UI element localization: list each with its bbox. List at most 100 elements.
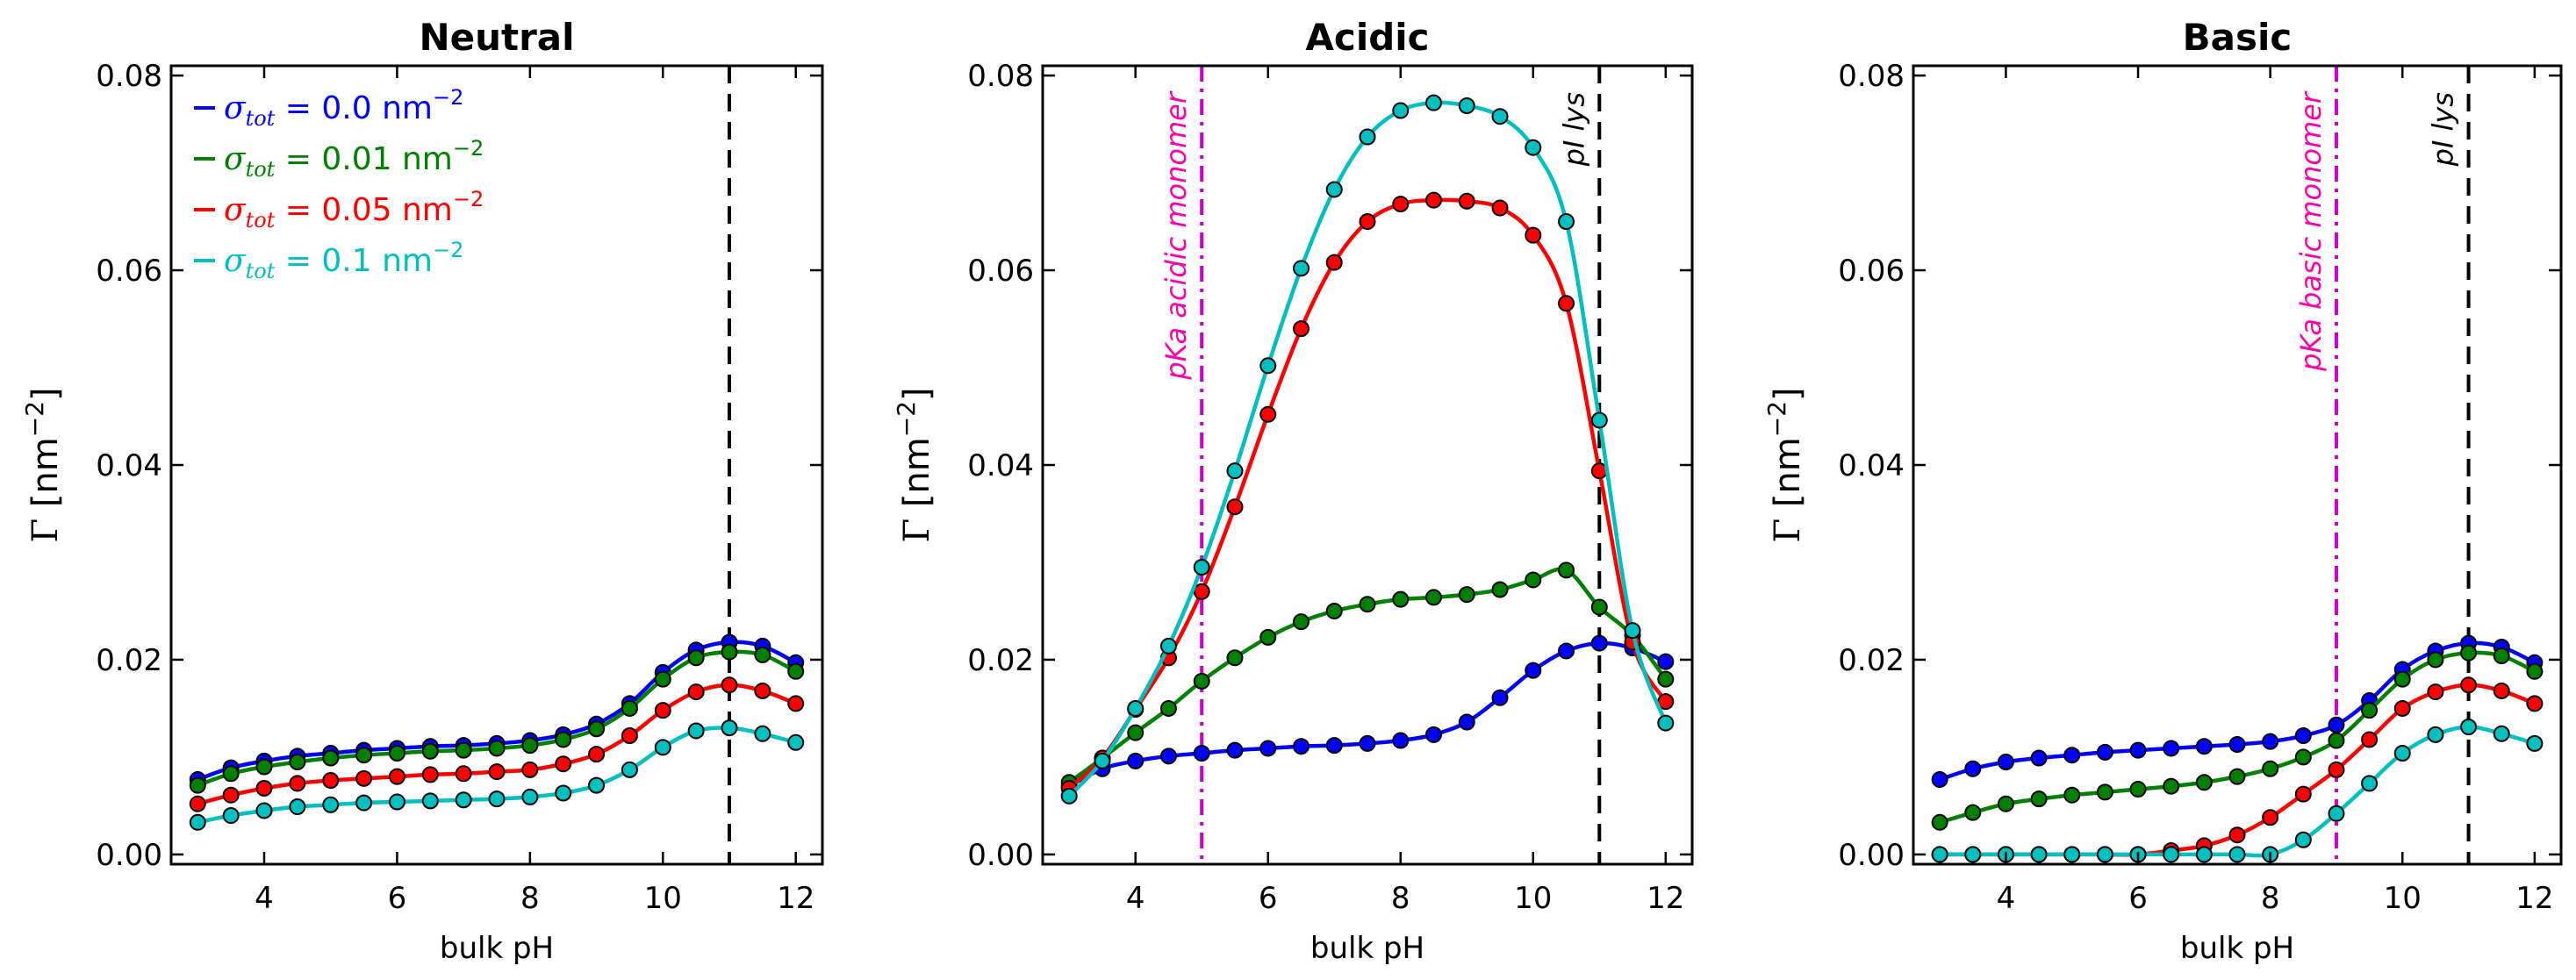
data-point bbox=[1193, 672, 1210, 690]
data-point bbox=[2427, 726, 2444, 743]
data-point bbox=[2427, 683, 2444, 701]
data-point bbox=[2262, 809, 2279, 826]
y-tick-label: 0.00 bbox=[1838, 838, 1905, 873]
data-point bbox=[2262, 760, 2279, 777]
data-point bbox=[2228, 768, 2246, 785]
pka-label: pKa acidic monomer bbox=[1159, 90, 1193, 380]
data-point bbox=[1931, 770, 1948, 788]
data-point bbox=[787, 662, 805, 680]
legend-label: σtot = 0.01 nm−2 bbox=[224, 136, 484, 182]
data-point bbox=[1127, 699, 1144, 717]
panel-title: Neutral bbox=[419, 16, 574, 59]
data-point bbox=[355, 769, 373, 787]
data-point bbox=[2460, 719, 2478, 736]
data-point bbox=[588, 776, 606, 794]
data-point bbox=[2195, 774, 2213, 791]
data-point bbox=[1425, 191, 1443, 209]
data-point bbox=[322, 796, 340, 813]
legend-label: σtot = 0.1 nm−2 bbox=[224, 238, 463, 283]
data-point bbox=[2460, 676, 2478, 694]
data-point bbox=[1259, 357, 1277, 375]
data-point bbox=[1193, 583, 1210, 600]
data-point bbox=[2393, 744, 2411, 762]
x-tick-label: 8 bbox=[520, 881, 540, 916]
data-point bbox=[1193, 559, 1210, 576]
data-point bbox=[1558, 213, 1575, 231]
data-point bbox=[2526, 695, 2544, 712]
data-point bbox=[1392, 590, 1410, 608]
y-tick-label: 0.04 bbox=[1838, 448, 1905, 483]
data-point bbox=[1425, 589, 1443, 606]
legend-item: σtot = 0.01 nm−2 bbox=[194, 136, 484, 182]
y-tick-label: 0.00 bbox=[967, 838, 1034, 873]
data-point bbox=[521, 788, 539, 805]
data-point bbox=[588, 720, 606, 738]
legend-item: σtot = 0.0 nm−2 bbox=[194, 85, 463, 131]
x-tick-label: 8 bbox=[1391, 881, 1410, 916]
data-point bbox=[421, 792, 439, 810]
x-tick-label: 6 bbox=[1259, 881, 1278, 916]
y-tick-label: 0.02 bbox=[96, 643, 162, 678]
data-point bbox=[1259, 740, 1277, 757]
data-point bbox=[1590, 411, 1608, 429]
data-point bbox=[2328, 716, 2345, 733]
data-point bbox=[1259, 405, 1277, 423]
data-point bbox=[222, 807, 240, 825]
data-point bbox=[1458, 586, 1475, 604]
data-point bbox=[2294, 727, 2312, 745]
data-point bbox=[621, 761, 638, 778]
data-point bbox=[2030, 790, 2048, 808]
data-point bbox=[1458, 192, 1475, 210]
data-point bbox=[289, 798, 306, 816]
series-line-3 bbox=[1067, 100, 1668, 798]
panel-title: Basic bbox=[2183, 16, 2293, 59]
data-point bbox=[721, 719, 738, 737]
data-point bbox=[1590, 634, 1608, 652]
data-point bbox=[2328, 805, 2345, 822]
y-tick-label: 0.06 bbox=[1838, 254, 1905, 289]
panel-neutral: Neutral 4 6 8 10 12 0.00 0.02 0.04 0.06 0.08 bulk p… bbox=[20, 16, 824, 966]
data-point bbox=[1491, 689, 1509, 706]
data-point bbox=[1226, 649, 1244, 667]
data-point bbox=[1657, 670, 1675, 688]
data-point bbox=[2063, 747, 2081, 764]
data-point bbox=[488, 790, 506, 808]
data-point bbox=[1458, 713, 1475, 731]
data-point bbox=[1491, 581, 1509, 598]
data-point bbox=[2294, 748, 2312, 766]
y-axis-label: Γ [nm−2] bbox=[892, 387, 937, 542]
data-point bbox=[1624, 622, 1641, 640]
legend-label: σtot = 0.05 nm−2 bbox=[224, 187, 484, 232]
x-axis-label: bulk pH bbox=[1310, 931, 1424, 966]
series-line-0 bbox=[1939, 640, 2536, 782]
data-point bbox=[222, 786, 240, 804]
data-point bbox=[2129, 781, 2147, 798]
data-point bbox=[2262, 733, 2279, 750]
data-point bbox=[421, 766, 439, 783]
data-point bbox=[222, 765, 240, 783]
data-point bbox=[2493, 647, 2510, 665]
data-point bbox=[1259, 628, 1277, 646]
data-point bbox=[787, 695, 805, 712]
data-point bbox=[2361, 775, 2379, 792]
data-point bbox=[1657, 714, 1675, 732]
x-tick-label: 6 bbox=[2128, 881, 2148, 916]
data-point bbox=[322, 772, 340, 790]
data-point bbox=[2228, 826, 2246, 844]
data-point bbox=[1359, 596, 1376, 613]
data-point bbox=[1359, 128, 1376, 146]
y-tick-label: 0.08 bbox=[1838, 59, 1905, 94]
y-tick-label: 0.00 bbox=[96, 838, 162, 873]
y-tick-label: 0.08 bbox=[96, 59, 162, 94]
data-point bbox=[1127, 724, 1144, 741]
x-tick-label: 12 bbox=[1647, 881, 1684, 916]
data-point bbox=[2427, 651, 2444, 669]
y-tick-label: 0.06 bbox=[96, 254, 162, 289]
data-point bbox=[189, 776, 206, 794]
data-point bbox=[1558, 295, 1575, 312]
data-point bbox=[1226, 462, 1244, 480]
data-point bbox=[2526, 734, 2544, 752]
data-point bbox=[189, 813, 206, 831]
